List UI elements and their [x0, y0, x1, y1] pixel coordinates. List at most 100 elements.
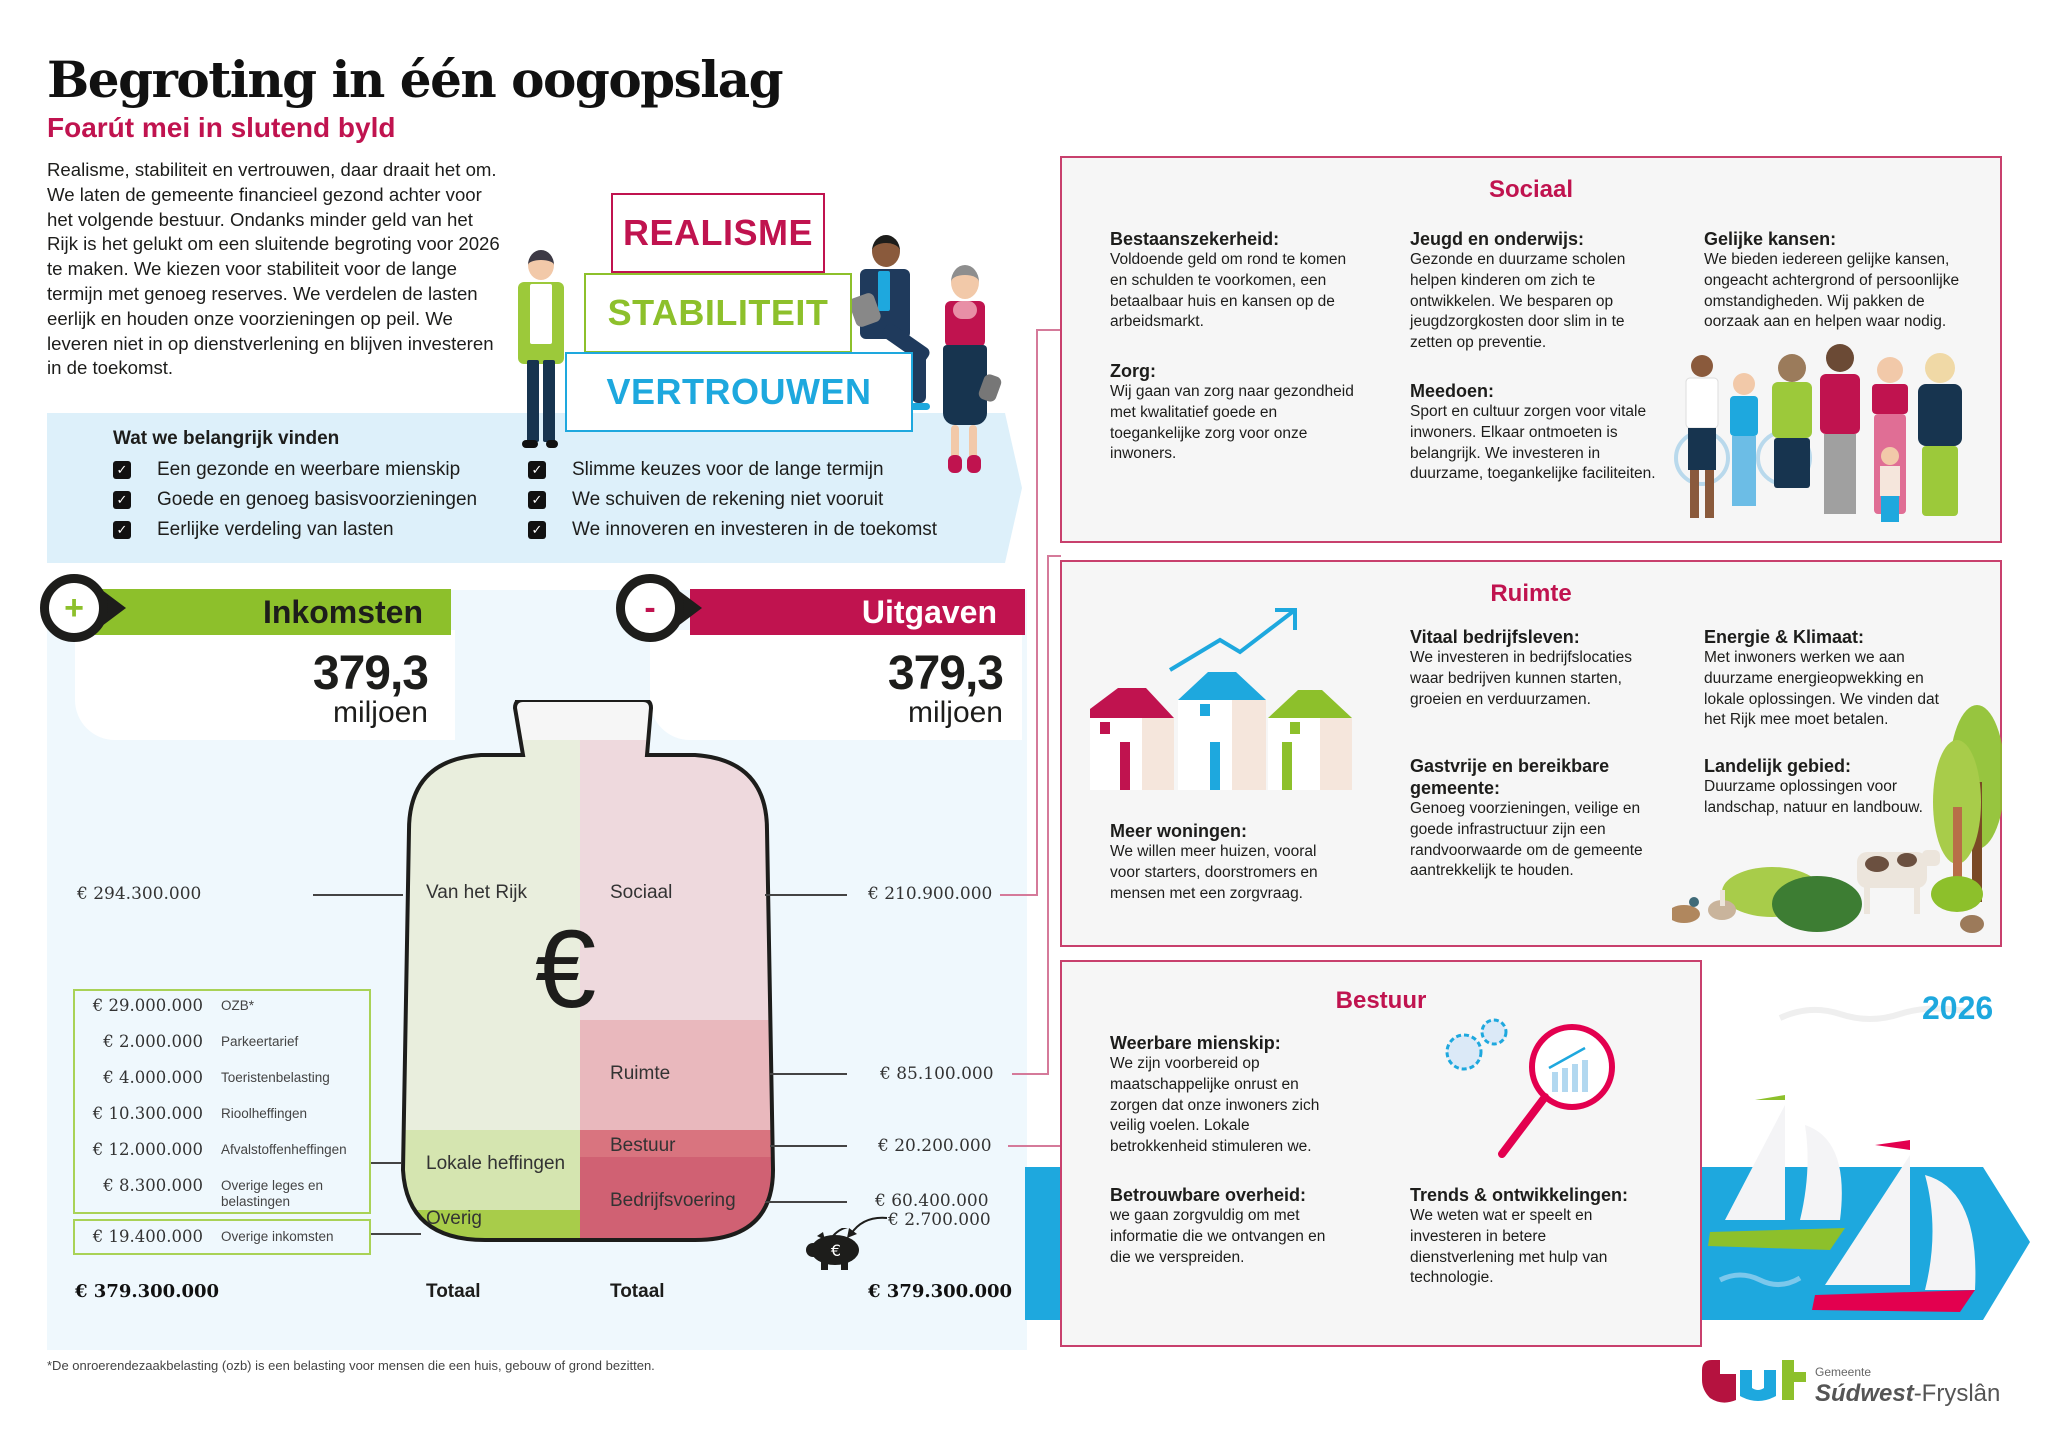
priority-item: ✓ Goede en genoeg basisvoorzieningen — [113, 488, 477, 511]
priority-label: Slimme keuzes voor de lange termijn — [572, 458, 884, 480]
value-stabiliteit: STABILITEIT — [584, 273, 852, 353]
income-total-number: 379,3 — [312, 647, 429, 700]
tax-row: € 10.300.000 Rioolheffingen — [92, 1104, 308, 1123]
countryside-illustration — [1672, 705, 2002, 933]
magnifier-analytics-illustration — [1445, 1018, 1615, 1158]
topic-bestaanszekerheid: Bestaanszekerheid: Voldoende geld om rond… — [1110, 229, 1347, 331]
topic-jeugd-onderwijs: Jeugd en onderwijs: Gezonde en duurzame s… — [1410, 229, 1626, 352]
value-vertrouwen: VERTROUWEN — [565, 352, 913, 432]
topic-gastvrije-gemeente: Gastvrije en bereikbare gemeente: Genoeg … — [1410, 756, 1643, 880]
connector-line — [770, 1073, 847, 1075]
connector-line — [371, 1233, 421, 1235]
money-jar-chart — [400, 700, 776, 1242]
connector-line — [371, 1162, 401, 1164]
income-total-amount: € 379.300.000 — [75, 1281, 220, 1302]
footnote: *De onroerendezaakbelasting (ozb) is een… — [47, 1358, 655, 1373]
topic-zorg: Zorg: Wij gaan van zorg naar gezondheid m… — [1110, 361, 1354, 463]
connector-line — [313, 894, 403, 896]
tax-row: € 19.400.000 Overige inkomsten — [92, 1227, 334, 1246]
priority-item: ✓ Eerlijke verdeling van lasten — [113, 518, 477, 541]
priority-item: ✓ Een gezonde en weerbare mienskip — [113, 458, 477, 481]
priority-item: ✓ We schuiven de rekening niet vooruit — [528, 488, 937, 511]
minus-pin-icon: - — [612, 570, 702, 646]
topic-betrouwbare-overheid: Betrouwbare overheid: we gaan zorgvuldig … — [1110, 1185, 1326, 1266]
priority-label: Goede en genoeg basisvoorzieningen — [157, 488, 478, 510]
checkbox-checked-icon: ✓ — [113, 520, 131, 539]
tax-row: € 29.000.000 OZB* — [92, 996, 255, 1015]
jar-label-lokaal: Lokale heffingen — [426, 1153, 566, 1174]
tax-row: € 4.000.000 Toeristenbelasting — [103, 1068, 330, 1087]
jar-label-rijk: Van het Rijk — [426, 882, 528, 903]
jar-label-bestuur: Bestuur — [610, 1135, 676, 1156]
connector-line-sociaal — [1000, 894, 1037, 896]
tax-row: € 2.000.000 Parkeertarief — [103, 1032, 299, 1051]
jar-label-overig: Overig — [426, 1208, 482, 1229]
expense-total-unit: miljoen — [907, 696, 1003, 729]
person-illustration-man-seated — [847, 235, 940, 415]
piggy-bank-icon: € — [806, 1228, 859, 1270]
person-illustration-woman-green — [512, 250, 572, 450]
tax-row: € 12.000.000 Afvalstoffenheffingen — [92, 1140, 347, 1159]
expense-total-label: Totaal — [610, 1281, 665, 1302]
expense-bedrijfsvoering-amount: € 60.400.000 — [875, 1191, 989, 1211]
expense-ruimte-amount: € 85.100.000 — [880, 1064, 994, 1084]
expense-bestuur-amount: € 20.200.000 — [878, 1136, 992, 1156]
theme-title: Sociaal — [1488, 176, 1574, 203]
topic-energie-klimaat: Energie & Klimaat: Met inwoners werken we… — [1704, 627, 1939, 729]
community-people-illustration — [1674, 344, 1962, 522]
priority-label: We schuiven de rekening niet vooruit — [572, 488, 884, 510]
euro-icon: € — [535, 908, 597, 1031]
priorities-title: Wat we belangrijk vinden — [113, 428, 340, 449]
expense-header: Uitgaven — [690, 589, 1025, 635]
gemeente-logo-icon — [1702, 1360, 1806, 1403]
topic-gelijke-kansen: Gelijke kansen: We bieden iedereen gelijk… — [1704, 229, 1960, 331]
sailboats-illustration — [1708, 1095, 1976, 1312]
topic-meer-woningen: Meer woningen: We willen meer huizen, voo… — [1110, 821, 1318, 902]
jar-label-bedrijfsvoering: Bedrijfsvoering — [610, 1190, 736, 1211]
intro-paragraph: Realisme, stabiliteit en vertrouwen, daa… — [47, 159, 500, 379]
income-total-label: Totaal — [426, 1281, 481, 1302]
connector-line-bestuur — [1008, 1145, 1061, 1147]
priority-label: Een gezonde en weerbare mienskip — [157, 458, 461, 480]
jar-label-ruimte: Ruimte — [610, 1063, 671, 1084]
theme-box-bestuur: Bestuur Weerbare mienskip: We zijn voorbe… — [1060, 960, 1702, 1347]
checkbox-checked-icon: ✓ — [528, 520, 546, 539]
logo-gemeente-label: Gemeente — [1815, 1365, 1872, 1379]
connector-line-sociaal — [1036, 329, 1038, 896]
jar-label-sociaal: Sociaal — [610, 882, 673, 903]
page-subtitle: Foarút mei in slutend byld — [47, 112, 396, 143]
connector-line-ruimte — [1047, 555, 1061, 557]
topic-weerbare-mienskip: Weerbare mienskip: We zijn voorbereid op … — [1110, 1033, 1320, 1156]
expense-sociaal-amount: € 210.900.000 — [868, 884, 993, 904]
person-illustration-woman-red — [935, 265, 1003, 480]
connector-line — [765, 894, 847, 896]
local-taxes-box: € 29.000.000 OZB* € 2.000.000 Parkeertarie… — [73, 989, 371, 1214]
tax-row: € 8.300.000 Overige leges en belastingen — [103, 1176, 324, 1209]
theme-title: Ruimte — [1490, 580, 1572, 607]
logo-name: Súdwest-Fryslân — [1815, 1380, 2001, 1407]
expense-total: 379,3 miljoen — [775, 647, 1004, 729]
theme-box-sociaal: Sociaal Bestaanszekerheid: Voldoende geld… — [1060, 156, 2002, 543]
other-income-box: € 19.400.000 Overige inkomsten — [73, 1219, 371, 1255]
topic-meedoen: Meedoen: Sport en cultuur zorgen voor vit… — [1410, 381, 1656, 483]
income-rijk-amount: € 294.300.000 — [77, 884, 202, 904]
income-total: 379,3 miljoen — [200, 647, 429, 729]
theme-box-ruimte: Ruimte Meer woningen: We willen meer huiz… — [1060, 560, 2002, 947]
checkbox-checked-icon: ✓ — [113, 460, 131, 479]
value-realisme: REALISME — [611, 193, 825, 273]
checkbox-checked-icon: ✓ — [528, 490, 546, 509]
connector-line-sociaal — [1036, 329, 1061, 331]
topic-landelijk-gebied: Landelijk gebied: Duurzame oplossingen vo… — [1704, 756, 1923, 816]
topic-vitaal-bedrijfsleven: Vitaal bedrijfsleven: We investeren in be… — [1410, 627, 1632, 708]
topic-trends-ontwikkelingen: Trends & ontwikkelingen: We weten wat er … — [1410, 1185, 1629, 1287]
income-header: Inkomsten — [95, 589, 451, 635]
page-title: Begroting in één oogopslag — [47, 50, 784, 109]
expense-total-amount: € 379.300.000 — [868, 1281, 1013, 1302]
checkbox-checked-icon: ✓ — [113, 490, 131, 509]
income-total-card — [75, 630, 455, 740]
houses-growth-illustration — [1090, 608, 1352, 790]
year-label: 2026 — [1922, 990, 1994, 1026]
income-total-unit: miljoen — [332, 696, 428, 729]
expense-total-number: 379,3 — [887, 647, 1004, 700]
connector-line-ruimte — [1047, 555, 1049, 1075]
